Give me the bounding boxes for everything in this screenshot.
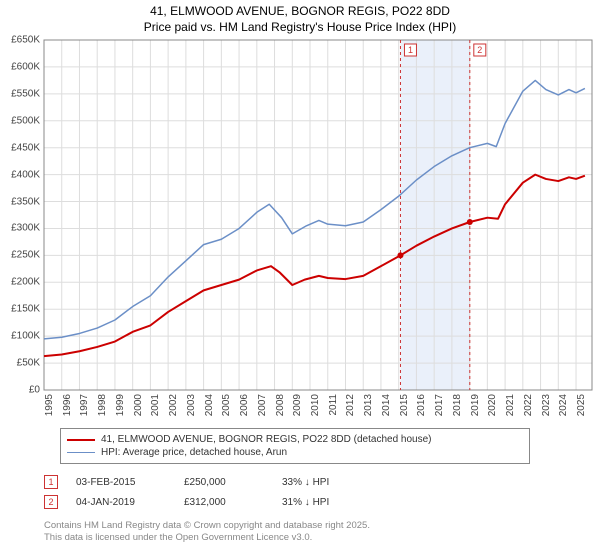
footer: Contains HM Land Registry data © Crown c… xyxy=(44,520,592,545)
svg-text:1: 1 xyxy=(408,45,413,55)
x-tick: 2021 xyxy=(505,394,516,416)
x-tick: 2005 xyxy=(221,394,232,416)
chart-container: 41, ELMWOOD AVENUE, BOGNOR REGIS, PO22 8… xyxy=(0,0,600,560)
marker-date-2: 04-JAN-2019 xyxy=(76,497,166,508)
svg-text:2: 2 xyxy=(477,45,482,55)
x-tick: 2006 xyxy=(239,394,250,416)
x-tick: 2024 xyxy=(558,394,569,416)
legend-swatch-property xyxy=(67,439,95,441)
legend-item-property: 41, ELMWOOD AVENUE, BOGNOR REGIS, PO22 8… xyxy=(67,433,523,446)
y-tick: £650K xyxy=(11,35,40,46)
x-tick: 1995 xyxy=(44,394,55,416)
x-tick: 2011 xyxy=(328,394,339,416)
y-tick: £200K xyxy=(11,277,40,288)
x-tick: 2009 xyxy=(292,394,303,416)
legend-label-property: 41, ELMWOOD AVENUE, BOGNOR REGIS, PO22 8… xyxy=(101,434,432,445)
x-tick: 2000 xyxy=(133,394,144,416)
legend-swatch-hpi xyxy=(67,452,95,453)
x-tick: 1998 xyxy=(97,394,108,416)
x-tick: 2003 xyxy=(186,394,197,416)
marker-badge-2: 2 xyxy=(44,495,58,509)
y-axis: £0£50K£100K£150K£200K£250K£300K£350K£400… xyxy=(0,40,42,390)
x-tick: 2022 xyxy=(523,394,534,416)
marker-row-2: 2 04-JAN-2019 £312,000 31% ↓ HPI xyxy=(44,492,592,512)
marker-row-1: 1 03-FEB-2015 £250,000 33% ↓ HPI xyxy=(44,472,592,492)
marker-date-1: 03-FEB-2015 xyxy=(76,477,166,488)
y-tick: £300K xyxy=(11,223,40,234)
plot-svg: 12 xyxy=(44,40,592,390)
x-tick: 2016 xyxy=(416,394,427,416)
x-tick: 2007 xyxy=(257,394,268,416)
x-tick: 2015 xyxy=(399,394,410,416)
x-axis: 1995 1996 1997 1998 1999 2000 2001 2002 2003 2004… xyxy=(44,392,592,422)
y-tick: £600K xyxy=(11,61,40,72)
x-tick: 2017 xyxy=(434,394,445,416)
x-tick: 1997 xyxy=(79,394,90,416)
marker-diff-2: 31% ↓ HPI xyxy=(282,497,382,508)
y-tick: £500K xyxy=(11,115,40,126)
x-tick: 1999 xyxy=(115,394,126,416)
x-tick: 2004 xyxy=(204,394,215,416)
legend-label-hpi: HPI: Average price, detached house, Arun xyxy=(101,447,287,458)
title-line-1: 41, ELMWOOD AVENUE, BOGNOR REGIS, PO22 8… xyxy=(0,4,600,20)
legend: 41, ELMWOOD AVENUE, BOGNOR REGIS, PO22 8… xyxy=(60,428,530,464)
chart-title: 41, ELMWOOD AVENUE, BOGNOR REGIS, PO22 8… xyxy=(0,0,600,35)
title-line-2: Price paid vs. HM Land Registry's House … xyxy=(0,20,600,36)
plot-area: 12 xyxy=(44,40,592,390)
x-tick: 1996 xyxy=(62,394,73,416)
x-tick: 2001 xyxy=(150,394,161,416)
y-tick: £550K xyxy=(11,88,40,99)
marker-price-1: £250,000 xyxy=(184,477,264,488)
x-tick: 2019 xyxy=(470,394,481,416)
footer-line-1: Contains HM Land Registry data © Crown c… xyxy=(44,520,592,532)
x-tick: 2018 xyxy=(452,394,463,416)
y-tick: £350K xyxy=(11,196,40,207)
x-tick: 2013 xyxy=(363,394,374,416)
y-tick: £450K xyxy=(11,142,40,153)
marker-price-2: £312,000 xyxy=(184,497,264,508)
y-tick: £0 xyxy=(29,385,40,396)
x-tick: 2010 xyxy=(310,394,321,416)
y-tick: £400K xyxy=(11,169,40,180)
marker-badge-1: 1 xyxy=(44,475,58,489)
x-tick: 2008 xyxy=(275,394,286,416)
marker-diff-1: 33% ↓ HPI xyxy=(282,477,382,488)
x-tick: 2020 xyxy=(487,394,498,416)
legend-item-hpi: HPI: Average price, detached house, Arun xyxy=(67,446,523,459)
footer-line-2: This data is licensed under the Open Gov… xyxy=(44,532,592,544)
x-tick: 2025 xyxy=(576,394,587,416)
y-tick: £150K xyxy=(11,304,40,315)
marker-table: 1 03-FEB-2015 £250,000 33% ↓ HPI 2 04-JA… xyxy=(44,472,592,512)
y-tick: £100K xyxy=(11,331,40,342)
x-tick: 2012 xyxy=(345,394,356,416)
y-tick: £250K xyxy=(11,250,40,261)
y-tick: £50K xyxy=(17,358,40,369)
x-tick: 2014 xyxy=(381,394,392,416)
x-tick: 2023 xyxy=(541,394,552,416)
x-tick: 2002 xyxy=(168,394,179,416)
